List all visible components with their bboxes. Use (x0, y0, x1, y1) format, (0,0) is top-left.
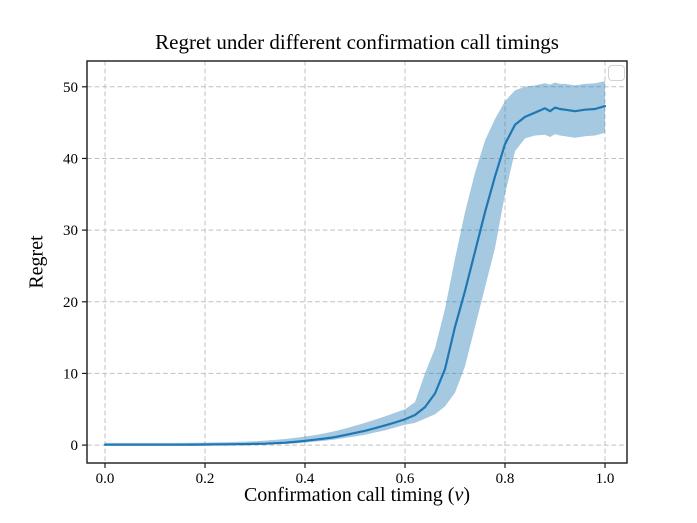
x-tick-label: 0.2 (196, 471, 215, 487)
y-tick-label: 30 (63, 223, 78, 239)
y-tick-label: 40 (63, 151, 78, 167)
axes-spines (86, 60, 628, 464)
x-tick-label: 0.8 (496, 471, 515, 487)
x-tick-label: 0.4 (296, 471, 315, 487)
x-axis-label-suffix: ) (463, 484, 471, 506)
y-tick-label: 20 (63, 295, 78, 311)
chart-title: Regret under different confirmation call… (155, 30, 559, 54)
x-tick-label: 0.6 (396, 471, 415, 487)
x-tick-label: 1.0 (596, 471, 615, 487)
y-tick-label: 0 (71, 438, 79, 454)
legend-empty-box (608, 65, 625, 81)
y-axis-label: Regret (25, 235, 48, 289)
mean-regret-line (103, 104, 607, 446)
tick-marks (82, 86, 606, 468)
x-axis-label-variable: v (454, 484, 464, 506)
x-tick-label: 0.0 (96, 471, 115, 487)
y-tick-label: 50 (63, 80, 78, 96)
y-tick-label: 10 (63, 366, 78, 382)
x-axis-label-prefix: Confirmation call timing ( (243, 484, 455, 506)
confidence-band (105, 81, 605, 446)
grid (87, 61, 627, 463)
tick-labels: 0.0 0.2 0.4 0.6 0.8 1.0 0 10 20 30 40 50 (63, 80, 614, 487)
x-axis-label: Confirmation call timing (v) (87, 484, 627, 507)
